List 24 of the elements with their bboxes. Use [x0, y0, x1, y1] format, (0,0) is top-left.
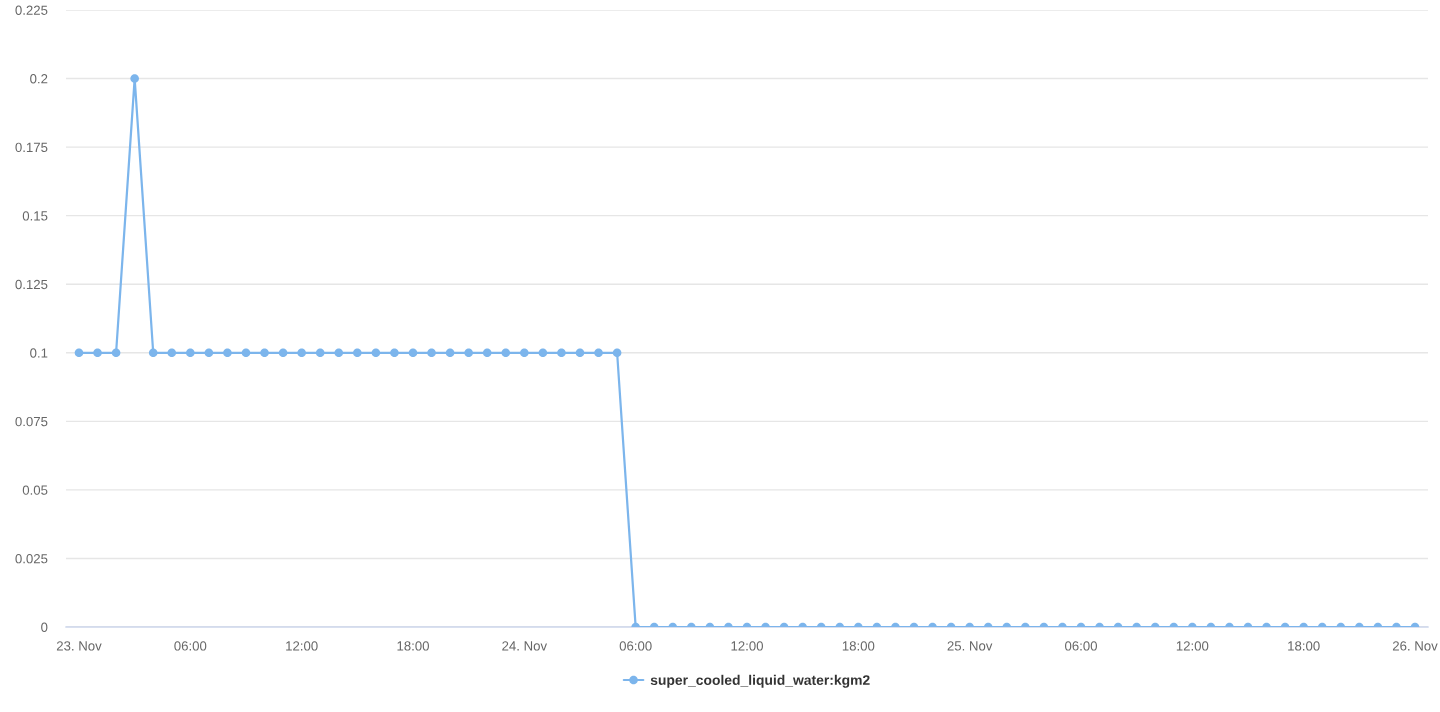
x-tick-label: 25. Nov [947, 641, 993, 651]
y-tick-label: 0 [41, 622, 48, 632]
x-tick-label: 06:00 [619, 641, 652, 651]
y-tick-label: 0.05 [22, 485, 48, 495]
legend-label: super_cooled_liquid_water:kgm2 [650, 674, 870, 688]
x-tick-label: 12:00 [731, 641, 763, 651]
x-tick-label: 12:00 [286, 641, 318, 651]
y-tick-label: 0.025 [15, 554, 48, 564]
x-tick-label: 18:00 [842, 641, 875, 651]
y-tick-label: 0.075 [15, 416, 48, 427]
y-tick-label: 0.125 [15, 279, 48, 290]
x-tick-label: 06:00 [1065, 641, 1097, 651]
x-tick-label: 12:00 [1176, 641, 1209, 651]
x-tick-label: 26. Nov [1392, 641, 1438, 651]
y-tick-label: 0.2 [30, 74, 48, 84]
x-tick-label: 24. Nov [502, 641, 548, 651]
y-tick-label: 0.1 [30, 348, 48, 358]
x-tick-label: 23. Nov [56, 641, 102, 651]
y-tick-label: 0.175 [15, 142, 48, 153]
x-tick-label: 18:00 [397, 641, 429, 651]
y-tick-label: 0.225 [15, 5, 48, 15]
y-tick-label: 0.15 [22, 211, 48, 221]
x-tick-label: 18:00 [1288, 641, 1320, 651]
x-tick-label: 06:00 [174, 641, 207, 651]
